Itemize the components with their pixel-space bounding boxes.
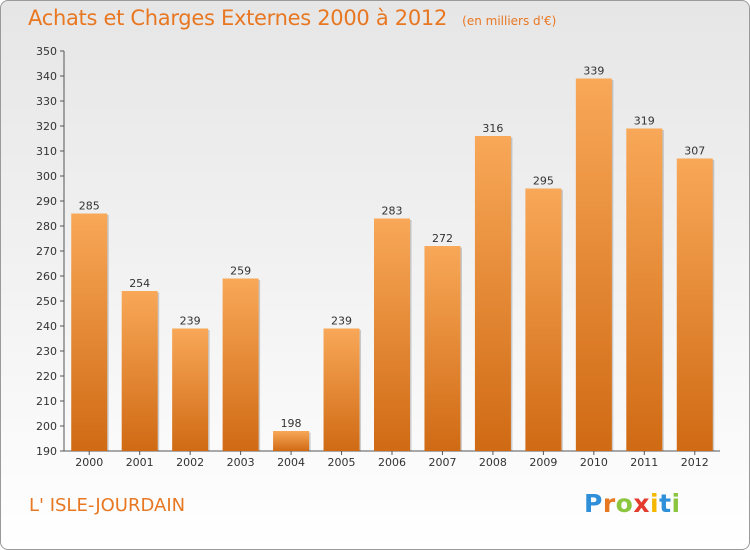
y-tick-label: 340 xyxy=(36,70,57,83)
x-tick-label: 2002 xyxy=(176,456,204,469)
y-tick-label: 230 xyxy=(36,345,57,358)
data-label: 239 xyxy=(331,315,352,328)
y-axis: 190 200 210 220 230 240 250 260 270 280 290 300 310 3… xyxy=(36,45,65,458)
data-label: 198 xyxy=(281,417,302,430)
y-tick-label: 220 xyxy=(36,370,57,383)
bars xyxy=(71,78,715,451)
x-tick-label: 2011 xyxy=(630,456,658,469)
data-label: 254 xyxy=(129,277,150,290)
bar xyxy=(121,291,158,451)
x-tick-label: 2004 xyxy=(277,456,305,469)
bar xyxy=(323,328,360,451)
x-tick-label: 2010 xyxy=(580,456,608,469)
x-tick-label: 2012 xyxy=(681,456,709,469)
x-tick-label: 2003 xyxy=(227,456,255,469)
logo-letter: i xyxy=(650,489,660,518)
logo-letter: o xyxy=(615,489,634,518)
y-tick-label: 270 xyxy=(36,245,57,258)
y-tick-label: 330 xyxy=(36,95,57,108)
chart-title: Achats et Charges Externes 2000 à 2012 xyxy=(28,6,448,30)
bar xyxy=(222,278,259,451)
y-tick-label: 310 xyxy=(36,145,57,158)
y-tick-label: 280 xyxy=(36,220,57,233)
bar xyxy=(474,136,511,451)
x-tick-label: 2006 xyxy=(378,456,406,469)
proxiti-logo: Proxiti xyxy=(584,489,681,518)
data-label: 319 xyxy=(634,115,655,128)
chart-unit-label: (en milliers d'€) xyxy=(462,14,557,28)
y-tick-label: 300 xyxy=(36,170,57,183)
bar xyxy=(676,158,713,451)
data-label: 339 xyxy=(583,65,604,78)
bar xyxy=(71,213,108,451)
bar xyxy=(374,218,410,451)
x-tick-label: 2001 xyxy=(126,456,154,469)
bar xyxy=(273,431,310,451)
data-label: 307 xyxy=(684,145,705,158)
y-tick-label: 250 xyxy=(36,295,57,308)
x-tick-label: 2008 xyxy=(479,456,507,469)
y-tick-label: 350 xyxy=(36,45,57,58)
data-label: 316 xyxy=(482,122,503,135)
logo-letter: x xyxy=(633,489,650,518)
data-label: 259 xyxy=(230,265,251,278)
x-tick-label: 2005 xyxy=(328,456,356,469)
bar xyxy=(525,188,562,451)
data-label: 285 xyxy=(79,200,100,213)
chart-title-block: Achats et Charges Externes 2000 à 2012 (… xyxy=(28,6,556,30)
bar xyxy=(575,78,612,451)
x-axis: 2000 2001 2002 2003 2004 2005 2006 2007 2008 2009… xyxy=(64,450,720,469)
bar xyxy=(424,246,461,451)
town-name: L' ISLE-JOURDAIN xyxy=(29,495,186,516)
value-labels: 285 254 239 259 198 239 283 272 316 295 339 319 307 xyxy=(79,65,706,431)
y-tick-label: 210 xyxy=(36,395,57,408)
y-tick-label: 200 xyxy=(36,420,57,433)
y-tick-label: 290 xyxy=(36,195,57,208)
data-label: 239 xyxy=(180,315,201,328)
data-label: 272 xyxy=(432,232,453,245)
x-tick-label: 2000 xyxy=(75,456,103,469)
x-tick-label: 2009 xyxy=(529,456,557,469)
x-tick-label: 2007 xyxy=(428,456,456,469)
y-tick-label: 190 xyxy=(36,445,57,458)
logo-letter: t xyxy=(659,489,672,518)
data-label: 283 xyxy=(382,205,403,218)
y-tick-label: 260 xyxy=(36,270,57,283)
bar xyxy=(626,128,663,451)
y-tick-label: 240 xyxy=(36,320,57,333)
logo-letter: P xyxy=(584,489,603,518)
logo-letter: r xyxy=(602,489,616,518)
logo-letter: i xyxy=(671,489,681,518)
data-label: 295 xyxy=(533,175,554,188)
bar xyxy=(172,328,209,451)
y-tick-label: 320 xyxy=(36,120,57,133)
